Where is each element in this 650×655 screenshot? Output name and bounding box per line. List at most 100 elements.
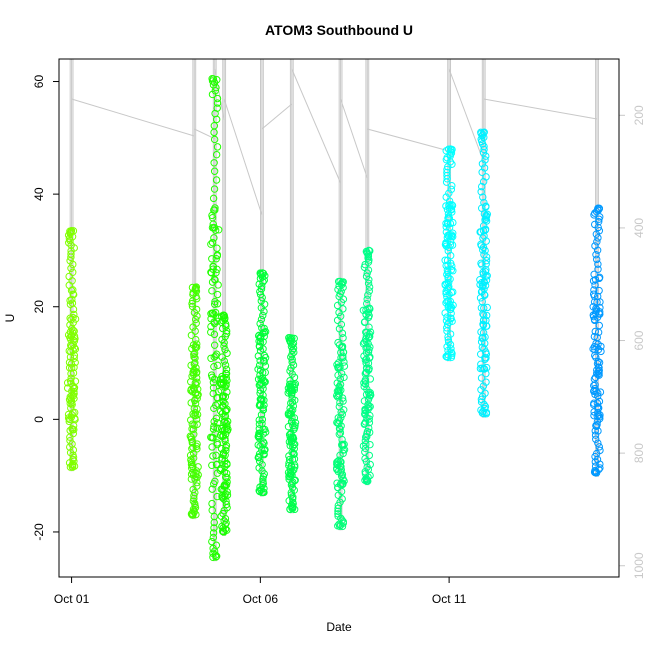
data-point — [593, 421, 601, 429]
data-point — [63, 379, 72, 387]
data-point — [260, 449, 268, 458]
data-point — [67, 360, 76, 368]
cast-series — [284, 334, 300, 514]
data-point — [255, 487, 263, 495]
data-point — [255, 280, 263, 288]
data-point — [67, 250, 75, 258]
data-point — [446, 340, 455, 349]
data-point — [69, 260, 77, 269]
data-point — [448, 181, 456, 190]
data-point — [480, 164, 489, 172]
data-point — [336, 462, 344, 470]
data-point — [191, 408, 200, 417]
data-point — [192, 369, 201, 377]
data-point — [221, 492, 229, 500]
data-point — [337, 472, 346, 480]
data-point — [210, 300, 219, 308]
data-point — [189, 443, 197, 452]
data-point — [334, 483, 342, 492]
data-point — [445, 189, 453, 197]
data-point — [221, 430, 230, 439]
data-point — [220, 357, 228, 365]
data-point — [71, 377, 80, 385]
data-point — [340, 446, 349, 454]
pressure-trace-connector — [483, 98, 598, 120]
data-point — [193, 420, 201, 428]
data-point — [213, 439, 221, 447]
data-point — [255, 432, 264, 440]
data-point — [445, 318, 453, 327]
data-point — [365, 246, 373, 255]
data-point — [479, 226, 488, 235]
data-point — [208, 287, 216, 295]
data-point — [336, 429, 345, 437]
data-point — [361, 356, 370, 364]
data-point — [223, 488, 231, 496]
data-point — [481, 268, 490, 276]
data-point — [340, 373, 348, 382]
data-point — [477, 374, 486, 382]
data-point — [447, 303, 455, 312]
data-point — [334, 512, 342, 520]
data-point — [362, 355, 371, 363]
data-point — [209, 389, 217, 398]
data-point — [207, 269, 216, 277]
data-point — [286, 465, 295, 473]
data-point — [209, 384, 218, 392]
data-point — [480, 251, 488, 259]
data-point — [339, 449, 347, 458]
data-point — [589, 290, 598, 298]
data-point — [258, 395, 266, 403]
data-point — [64, 410, 73, 419]
data-point — [445, 338, 453, 346]
data-point — [479, 328, 488, 337]
pressure-trace-connector — [340, 98, 368, 179]
data-point — [291, 396, 299, 405]
data-point — [67, 286, 76, 295]
data-point — [216, 379, 224, 388]
data-point — [479, 382, 488, 390]
data-point — [476, 350, 485, 358]
data-point — [219, 392, 228, 400]
data-point — [289, 434, 297, 442]
data-point — [340, 440, 348, 449]
data-point — [447, 185, 456, 194]
data-point — [210, 234, 218, 242]
data-point — [192, 319, 200, 327]
data-point — [188, 425, 196, 433]
data-point — [260, 358, 268, 366]
data-point — [591, 327, 599, 336]
data-point — [212, 268, 220, 277]
cast-series — [186, 283, 202, 519]
points-layer — [63, 75, 605, 561]
data-point — [593, 292, 602, 301]
data-point — [210, 159, 218, 167]
data-point — [591, 458, 600, 466]
data-point — [441, 309, 449, 317]
data-point — [443, 168, 451, 177]
data-point — [221, 473, 230, 481]
data-point — [207, 328, 215, 336]
data-point — [193, 445, 201, 453]
data-point — [595, 366, 603, 375]
data-point — [187, 475, 196, 483]
data-point — [591, 351, 599, 360]
data-point — [596, 460, 604, 468]
data-point — [477, 242, 486, 250]
data-point — [219, 397, 227, 406]
data-point — [478, 160, 487, 168]
data-point — [336, 398, 344, 407]
data-point — [483, 272, 491, 280]
data-point — [208, 238, 217, 247]
data-point — [447, 259, 455, 268]
data-point — [222, 327, 231, 335]
y2-tick-label: 200 — [632, 105, 646, 125]
data-point — [222, 369, 230, 378]
data-point — [254, 375, 263, 383]
data-point — [254, 352, 263, 360]
data-point — [592, 435, 600, 443]
data-point — [366, 328, 375, 336]
data-point — [216, 466, 225, 475]
data-point — [261, 362, 270, 370]
data-point — [591, 462, 600, 470]
